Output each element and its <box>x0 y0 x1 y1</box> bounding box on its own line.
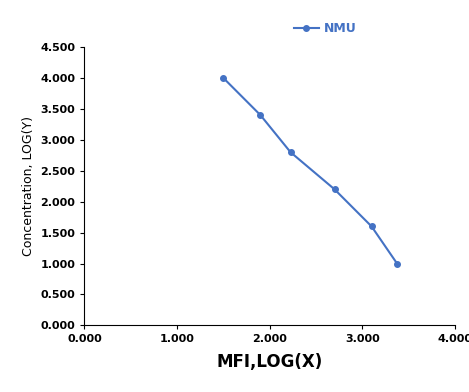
X-axis label: MFI,LOG(X): MFI,LOG(X) <box>217 353 323 371</box>
NMU <box>257 113 263 118</box>
NMU <box>394 261 400 266</box>
Y-axis label: Concentration, LOG(Y): Concentration, LOG(Y) <box>22 116 35 256</box>
Line: NMU: NMU <box>220 75 400 266</box>
Legend: NMU: NMU <box>289 17 362 40</box>
NMU <box>220 76 226 80</box>
NMU <box>287 150 293 154</box>
NMU <box>369 224 374 229</box>
NMU <box>332 187 337 192</box>
